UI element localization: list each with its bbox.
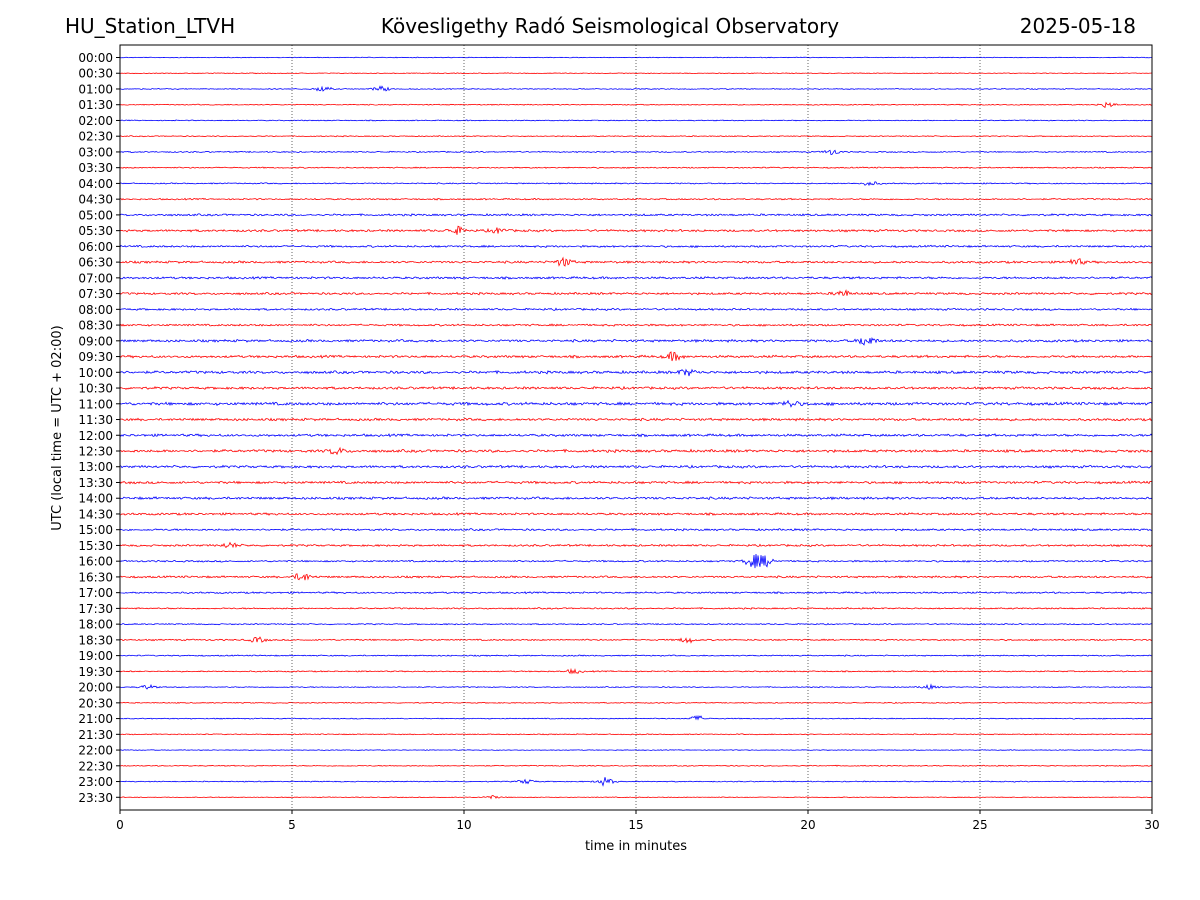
trace-2200 [119,749,1153,751]
y-tick-label: 15:00 [78,523,113,537]
y-tick-label: 21:30 [78,728,113,742]
y-tick-label: 19:30 [78,665,113,679]
y-tick-label: 01:00 [78,82,113,96]
y-tick-label: 12:30 [78,445,113,459]
y-tick-label: 03:30 [78,161,113,175]
trace-0300 [119,149,1153,156]
y-tick-label: 20:00 [78,681,113,695]
y-tick-label: 23:00 [78,775,113,789]
y-tick-label: 05:30 [78,224,113,238]
y-tick-label: 01:30 [78,98,113,112]
x-tick-label: 10 [456,818,471,832]
x-tick-label: 5 [288,818,296,832]
y-tick-label: 21:00 [78,712,113,726]
y-tick-label: 07:00 [78,271,113,285]
y-tick-label: 02:00 [78,114,113,128]
trace-1500 [119,527,1153,532]
grid-lines [291,45,981,810]
trace-0030 [119,72,1153,75]
trace-0930 [119,351,1153,362]
y-tick-label: 17:30 [78,602,113,616]
observatory-title: Kövesligethy Radó Seismological Observat… [380,14,840,38]
trace-1430 [119,512,1153,517]
y-tick-label: 03:00 [78,145,113,159]
y-tick-label: 09:00 [78,334,113,348]
y-tick-label: 19:00 [78,649,113,663]
y-tick-label: 06:00 [78,240,113,254]
x-tick-label: 15 [628,818,643,832]
y-tick-label: 06:30 [78,256,113,270]
y-tick-label: 12:00 [78,429,113,443]
y-tick-label: 23:30 [78,791,113,805]
y-tick-label: 11:30 [78,413,113,427]
trace-0500 [119,213,1153,217]
y-tick-label: 18:30 [78,633,113,647]
x-axis: 0 5 10 15 20 25 30 [116,810,1160,832]
trace-0900 [119,337,1153,346]
y-tick-label: 13:00 [78,460,113,474]
trace-0530 [119,225,1153,235]
y-tick-label: 00:00 [78,51,113,65]
y-tick-label: 04:00 [78,177,113,191]
trace-0700 [119,275,1153,280]
x-axis-label: time in minutes [585,839,687,854]
y-tick-label: 00:30 [78,67,113,81]
trace-0100 [119,85,1153,92]
y-tick-label: 15:30 [78,539,113,553]
y-tick-label: 10:30 [78,382,113,396]
y-axis-label: UTC (local time = UTC + 02:00) [50,325,65,530]
trace-0130 [119,101,1153,109]
x-tick-label: 25 [972,818,987,832]
y-tick-label: 02:30 [78,130,113,144]
y-tick-label: 16:30 [78,570,113,584]
y-tick-label: 22:30 [78,759,113,773]
y-tick-label: 08:00 [78,303,113,317]
y-tick-label: 08:30 [78,319,113,333]
y-tick-label: 18:00 [78,618,113,632]
trace-2300 [119,777,1153,787]
y-tick-label: 14:00 [78,492,113,506]
y-tick-label: 16:00 [78,555,113,569]
y-tick-label: 20:30 [78,696,113,710]
trace-1730 [119,606,1153,610]
y-tick-label: 22:00 [78,744,113,758]
trace-2130 [119,733,1153,736]
x-tick-label: 30 [1144,818,1159,832]
trace-1900 [119,654,1153,657]
y-tick-label: 09:30 [78,350,113,364]
trace-1530 [119,541,1153,549]
y-tick-label: 17:00 [78,586,113,600]
trace-2330 [119,795,1153,800]
y-tick-label: 13:30 [78,476,113,490]
y-tick-label: 05:00 [78,208,113,222]
record-date: 2025-05-18 [1019,14,1136,38]
trace-1930 [119,667,1153,675]
trace-1130 [119,417,1153,422]
y-tick-label: 10:00 [78,366,113,380]
y-tick-label: 11:00 [78,397,113,411]
y-tick-label: 14:30 [78,507,113,521]
trace-2100 [119,714,1153,721]
trace-1230 [119,446,1153,456]
x-tick-label: 0 [116,818,124,832]
y-tick-label: 07:30 [78,287,113,301]
trace-1000 [119,368,1153,377]
y-tick-label: 04:30 [78,193,113,207]
station-name: HU_Station_LTVH [65,14,236,38]
x-tick-label: 20 [800,818,815,832]
